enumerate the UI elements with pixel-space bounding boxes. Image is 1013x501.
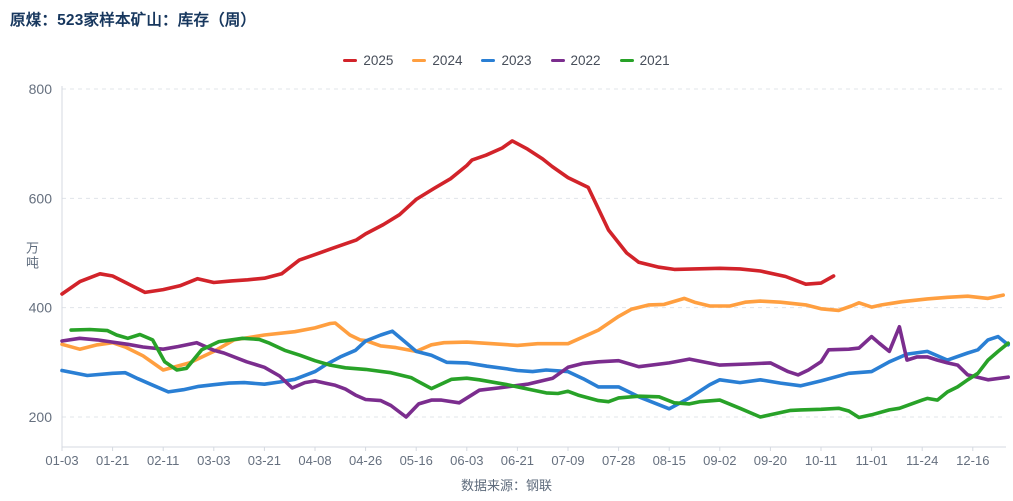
y-axis-tick-label: 600	[29, 190, 53, 206]
y-axis-title: 万吨	[24, 241, 39, 271]
y-axis-tick-label: 400	[29, 300, 53, 316]
x-axis-tick-label: 07-28	[602, 453, 635, 468]
series-line-2024	[60, 293, 1006, 372]
x-axis-tick-label: 11-24	[906, 453, 938, 468]
legend-item-2021[interactable]: 2021	[619, 53, 670, 68]
series-line-2021	[69, 327, 1011, 420]
legend-item-2024[interactable]: 2024	[412, 53, 462, 68]
y-axis-tick-label: 800	[29, 81, 53, 97]
legend-item-2025[interactable]: 2025	[343, 53, 393, 68]
x-axis-tick-label: 05-16	[400, 453, 433, 468]
x-axis-tick-label: 01-21	[96, 453, 129, 468]
x-axis-tick-label: 02-11	[147, 453, 179, 468]
legend-label: 2023	[501, 53, 532, 68]
legend-dash-icon	[619, 58, 634, 63]
x-axis-tick-label: 07-09	[551, 453, 584, 468]
x-axis-tick-label: 01-03	[45, 453, 78, 468]
x-axis-tick-label: 04-26	[349, 453, 382, 468]
x-axis-tick-label: 06-03	[450, 453, 483, 468]
legend-dash-icon	[550, 58, 565, 63]
legend-label: 2021	[639, 53, 670, 68]
x-axis-tick-label: 11-01	[855, 453, 887, 468]
y-axis-tick-label: 200	[29, 409, 53, 425]
series-line-2022	[60, 324, 1011, 419]
x-axis-tick-label: 09-20	[754, 453, 787, 468]
legend-dash-icon	[481, 58, 496, 63]
x-axis-tick-label: 06-21	[501, 453, 534, 468]
x-axis-tick-label: 03-21	[248, 453, 281, 468]
series-line-2025	[60, 139, 836, 296]
legend: 2025 2024 2023 2022 2021	[0, 53, 1013, 68]
x-axis-tick-label: 10-11	[805, 453, 837, 468]
x-axis-tick-label: 03-03	[197, 453, 230, 468]
source-note: 数据来源：钢联	[460, 478, 552, 493]
legend-dash-icon	[412, 58, 427, 63]
x-axis-tick-label: 12-16	[956, 453, 989, 468]
x-axis-tick-label: 09-02	[703, 453, 736, 468]
series-line-2023	[60, 329, 1011, 411]
x-axis-tick-label: 04-08	[298, 453, 331, 468]
x-axis-tick-label: 08-15	[653, 453, 686, 468]
legend-label: 2025	[363, 53, 394, 68]
legend-label: 2024	[432, 53, 463, 68]
legend-label: 2022	[570, 53, 601, 68]
chart-title: 原煤：523家样本矿山：库存（周）	[10, 12, 257, 29]
legend-item-2023[interactable]: 2023	[481, 53, 532, 68]
legend-item-2022[interactable]: 2022	[550, 53, 601, 68]
legend-dash-icon	[343, 58, 358, 63]
